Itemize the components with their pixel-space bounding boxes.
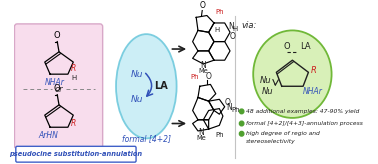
Text: Nu: Nu — [261, 87, 273, 96]
Text: LA: LA — [155, 81, 168, 91]
Text: N: N — [199, 128, 204, 137]
Text: via:: via: — [242, 21, 257, 30]
Text: O: O — [53, 84, 60, 93]
Text: or: or — [55, 85, 64, 94]
Text: Nu: Nu — [130, 95, 143, 104]
Text: NHAr: NHAr — [303, 87, 323, 96]
Text: R: R — [71, 64, 76, 73]
Text: Ph: Ph — [191, 74, 200, 80]
Text: pseudocine substitution-annulation: pseudocine substitution-annulation — [9, 151, 143, 157]
Text: O: O — [230, 32, 236, 41]
Text: O: O — [53, 31, 60, 40]
Text: high degree of regio and: high degree of regio and — [246, 131, 320, 136]
Circle shape — [239, 109, 244, 114]
Text: H: H — [214, 27, 219, 33]
FancyBboxPatch shape — [16, 146, 136, 162]
Text: N: N — [228, 22, 234, 31]
Text: H: H — [233, 26, 238, 32]
Text: Me: Me — [197, 135, 206, 141]
FancyBboxPatch shape — [14, 24, 103, 149]
Text: R: R — [71, 119, 76, 128]
Text: Ph: Ph — [216, 9, 225, 15]
Circle shape — [239, 131, 244, 136]
Text: H: H — [71, 75, 77, 81]
Text: Me: Me — [198, 68, 208, 74]
Text: N: N — [200, 61, 206, 70]
Text: NHAr: NHAr — [45, 78, 65, 87]
Text: LA: LA — [301, 42, 311, 51]
Text: Nu: Nu — [260, 76, 271, 85]
Text: 48 additional examples: 47-90% yield: 48 additional examples: 47-90% yield — [246, 109, 359, 114]
Text: Ph: Ph — [231, 107, 240, 113]
Text: O: O — [284, 42, 290, 51]
Circle shape — [239, 121, 244, 126]
Ellipse shape — [253, 30, 332, 118]
Text: R: R — [311, 66, 317, 75]
Text: ArHN: ArHN — [39, 131, 58, 140]
Text: O: O — [200, 1, 205, 10]
Text: O: O — [225, 98, 231, 107]
Text: Nu: Nu — [130, 70, 143, 79]
Ellipse shape — [116, 34, 177, 138]
Text: N: N — [226, 103, 232, 113]
Text: Ph: Ph — [215, 132, 224, 138]
Text: O: O — [206, 72, 212, 81]
Text: stereoselectivity: stereoselectivity — [246, 139, 296, 144]
Text: formal [4+2]: formal [4+2] — [122, 134, 171, 143]
Text: formal [4+2]/[4+3]-annulation process: formal [4+2]/[4+3]-annulation process — [246, 121, 363, 126]
